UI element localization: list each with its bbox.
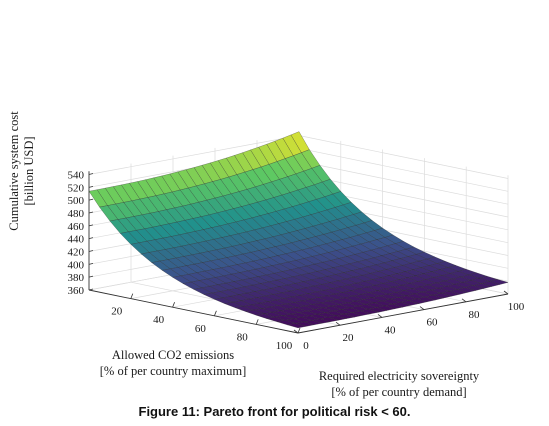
x-tick-label: 60 [195, 323, 207, 335]
z-tick-mark [88, 173, 94, 175]
x-tick-mark [172, 302, 175, 308]
surface-cell [287, 323, 307, 329]
x-tick-label: 20 [111, 306, 123, 318]
z-tick-mark [88, 224, 94, 227]
y-tick-mark [293, 329, 299, 334]
y-tick-label: 60 [427, 317, 439, 329]
x-axis-label-line2: [% of per country maximum] [100, 364, 246, 378]
z-tick-mark [88, 198, 94, 201]
y-tick-label: 100 [508, 301, 525, 313]
y-tick-mark [461, 298, 467, 303]
z-tick-label: 500 [68, 195, 85, 207]
y-tick-label: 20 [343, 332, 355, 344]
x-tick-label: 100 [276, 340, 293, 352]
z-axis-label-line1: Cumulative system cost [7, 111, 21, 231]
y-axis-label-line2: [% of per country demand] [331, 385, 466, 399]
x-tick-mark [130, 293, 134, 299]
z-tick-label: 480 [68, 208, 85, 220]
x-axis-ticks: 20 40 60 80 100 [111, 293, 301, 352]
y-tick-mark [335, 321, 341, 326]
y-axis-ticks: 0 20 40 60 80 100 [293, 290, 525, 352]
y-tick-label: 40 [385, 324, 397, 336]
z-tick-mark [88, 185, 94, 188]
x-axis-label-line1: Allowed CO2 emissions [112, 348, 234, 362]
y-tick-mark [419, 306, 425, 310]
y-tick-label: 80 [469, 309, 481, 321]
x-tick-mark [255, 319, 259, 325]
z-tick-label: 400 [68, 259, 85, 271]
z-tick-mark [88, 262, 94, 265]
x-tick-mark [214, 310, 217, 316]
y-tick-mark [377, 314, 383, 318]
cost-surface [88, 131, 509, 329]
z-tick-mark [88, 237, 94, 240]
x-tick-mark [297, 327, 301, 334]
z-tick-mark [88, 288, 94, 291]
z-tick-label: 520 [68, 182, 85, 194]
z-tick-mark [88, 211, 94, 214]
z-tick-label: 440 [68, 234, 85, 246]
z-tick-mark [88, 275, 94, 278]
y-tick-label: 0 [303, 340, 309, 352]
x-tick-label: 40 [153, 314, 165, 326]
z-tick-label: 420 [68, 246, 85, 258]
y-axis-line [297, 293, 509, 334]
z-tick-mark [88, 250, 94, 252]
x-tick-label: 80 [237, 331, 249, 343]
y-tick-mark [503, 290, 509, 295]
figure-caption: Figure 11: Pareto front for political ri… [138, 404, 411, 419]
y-axis-label-line1: Required electricity sovereignty [319, 369, 480, 383]
z-tick-label: 540 [68, 169, 85, 181]
z-tick-label: 380 [68, 272, 85, 284]
x-axis-line [88, 289, 299, 334]
axes-lines [88, 171, 509, 334]
z-tick-label: 360 [68, 285, 85, 297]
z-axis-label-line2: [billion USD] [22, 136, 36, 205]
z-tick-label: 460 [68, 221, 85, 233]
